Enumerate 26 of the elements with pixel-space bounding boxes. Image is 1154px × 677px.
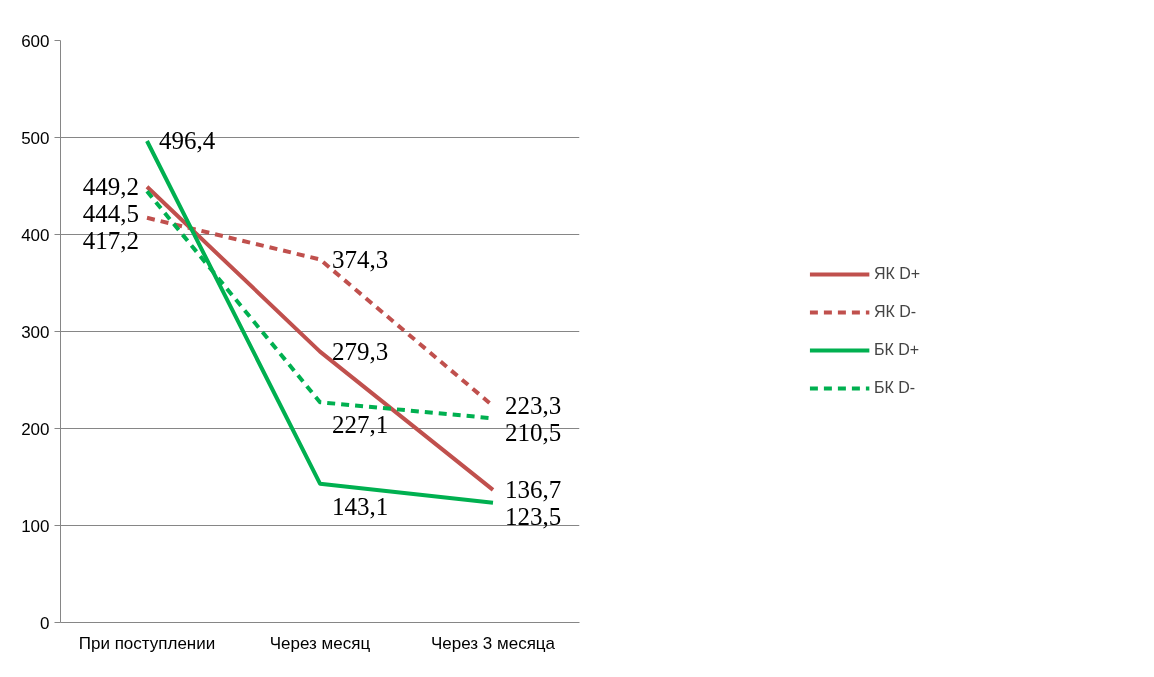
y-tick-label: 600 <box>21 31 50 51</box>
data-label: 444,5 <box>82 200 139 228</box>
data-label: 496,4 <box>159 127 216 155</box>
y-tick-label: 200 <box>21 419 50 439</box>
data-label: 210,5 <box>505 419 562 447</box>
legend-label: ЯК D+ <box>873 265 921 283</box>
data-label: 417,2 <box>82 227 139 255</box>
y-tick-label: 100 <box>21 516 50 536</box>
legend-label: БК D+ <box>873 341 920 359</box>
legend-label: БК D- <box>873 379 916 397</box>
x-tick-label: При поступлении <box>78 633 216 653</box>
data-label: 279,3 <box>332 338 389 366</box>
data-label: 143,1 <box>332 492 389 520</box>
legend-label: ЯК D- <box>873 303 917 321</box>
y-tick-label: 300 <box>21 322 50 342</box>
data-label: 449,2 <box>82 173 139 201</box>
data-label: 227,1 <box>332 411 389 439</box>
data-label: 374,3 <box>332 245 389 273</box>
x-tick-label: Через 3 месяца <box>430 633 556 653</box>
data-label: 123,5 <box>505 503 562 531</box>
y-tick-label: 0 <box>40 613 50 633</box>
y-tick-label: 400 <box>21 225 50 245</box>
data-label: 223,3 <box>505 392 562 420</box>
y-tick-label: 500 <box>21 128 50 148</box>
x-tick-label: Через месяц <box>269 633 371 653</box>
data-label: 136,7 <box>505 476 562 504</box>
